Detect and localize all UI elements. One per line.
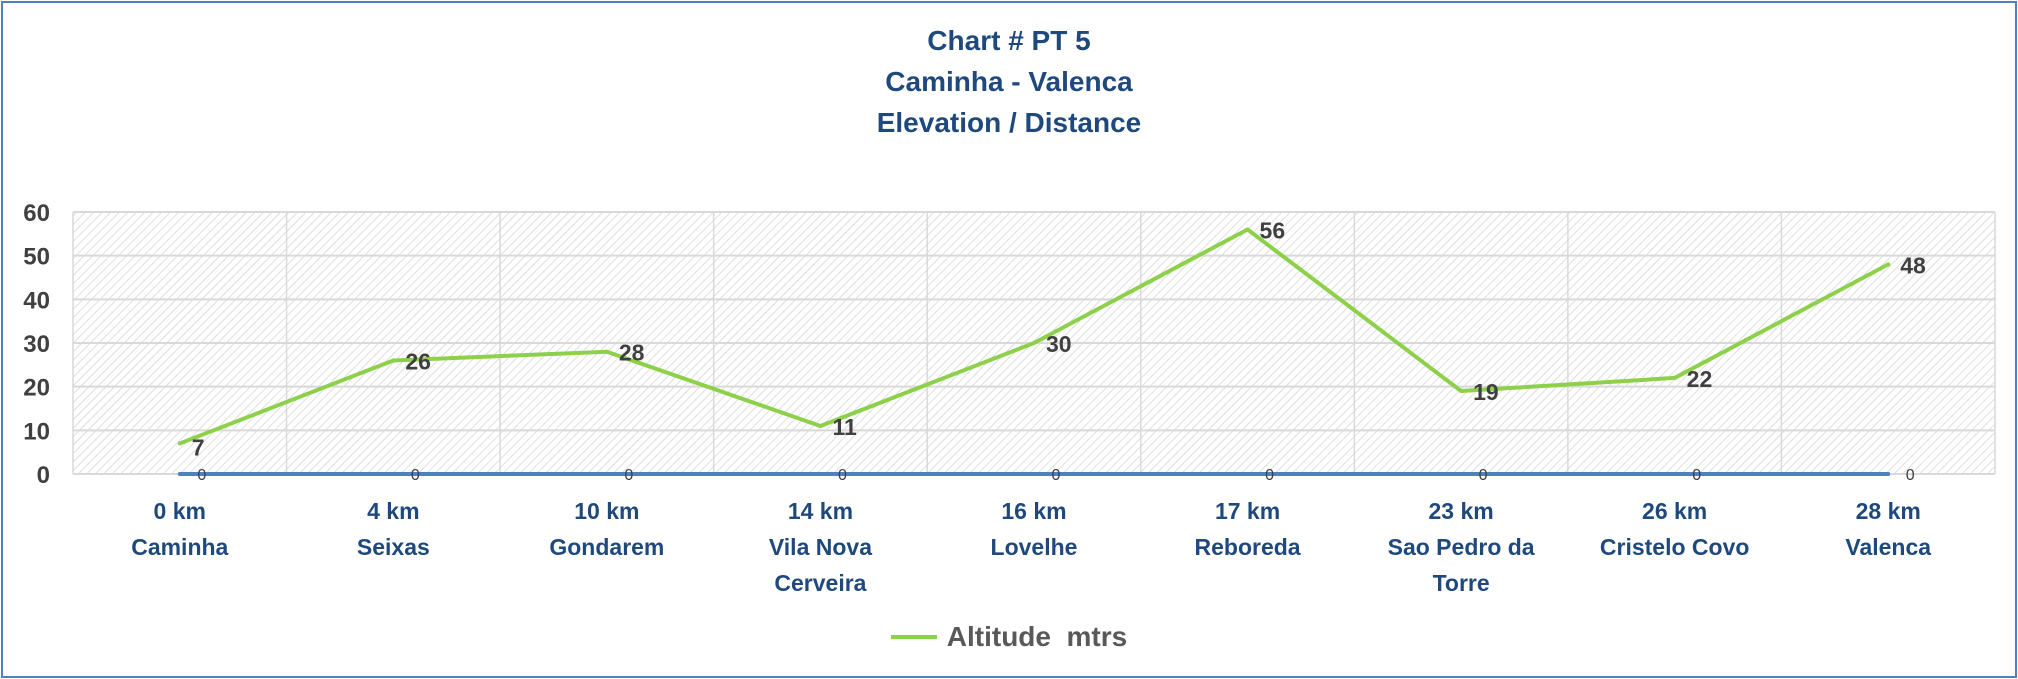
data-label-baseline: 0	[838, 467, 847, 484]
data-label: 7	[192, 434, 205, 460]
data-point	[177, 441, 182, 446]
x-tick-label: Gondarem	[549, 534, 664, 560]
data-label-baseline: 0	[1265, 467, 1274, 484]
data-point	[1459, 389, 1464, 394]
data-point	[391, 472, 396, 476]
title-line-1: Chart # PT 5	[927, 25, 1091, 56]
data-label: 19	[1473, 379, 1499, 405]
data-label-baseline: 0	[1692, 467, 1701, 484]
data-point	[1886, 262, 1891, 267]
legend: Altitude mtrs	[0, 620, 2018, 654]
data-point	[1459, 472, 1464, 476]
data-point	[604, 349, 609, 354]
x-tick-label: Caminha	[131, 534, 228, 560]
data-point	[1032, 472, 1036, 476]
x-tick-label: 23 km	[1429, 498, 1494, 524]
x-tick-label: 16 km	[1001, 498, 1066, 524]
x-tick-label: Vila Nova	[769, 534, 872, 560]
data-label: 30	[1046, 331, 1072, 357]
title-line-2: Caminha - Valenca	[885, 66, 1133, 97]
x-tick-label: Cristelo Covo	[1600, 534, 1750, 560]
y-tick-label: 20	[23, 375, 50, 402]
data-point	[1886, 472, 1891, 476]
data-label: 11	[832, 414, 857, 440]
data-label-baseline: 0	[197, 467, 206, 484]
legend-swatch-altitude	[890, 635, 937, 639]
data-label: 48	[1900, 252, 1926, 278]
x-tick-label: 0 km	[154, 498, 206, 524]
x-tick-label: Cerveira	[774, 570, 866, 596]
data-point	[818, 423, 823, 428]
x-tick-label: 28 km	[1856, 498, 1921, 524]
x-tick-label: 10 km	[574, 498, 639, 524]
x-tick-label: 17 km	[1215, 498, 1280, 524]
x-tick-label: 14 km	[788, 498, 853, 524]
data-point	[818, 472, 823, 476]
y-tick-label: 0	[37, 462, 50, 489]
data-label-baseline: 0	[624, 467, 633, 484]
x-tick-label: Seixas	[357, 534, 430, 560]
data-label: 56	[1260, 217, 1286, 243]
x-tick-label: Sao Pedro da	[1388, 534, 1535, 560]
data-label-baseline: 0	[411, 467, 420, 484]
data-label-baseline: 0	[1906, 467, 1915, 484]
data-point	[1245, 472, 1250, 476]
data-label: 22	[1687, 366, 1713, 392]
x-tick-label: 26 km	[1642, 498, 1707, 524]
data-point	[1672, 472, 1677, 476]
data-point	[1245, 227, 1250, 232]
y-tick-label: 40	[23, 287, 50, 314]
data-point	[604, 472, 609, 476]
x-tick-label: Reboreda	[1195, 534, 1301, 560]
data-label: 26	[405, 348, 431, 374]
data-point	[391, 358, 396, 363]
data-point	[1032, 341, 1036, 345]
data-point	[177, 472, 182, 476]
data-label: 28	[619, 340, 645, 366]
legend-label-altitude: Altitude mtrs	[946, 621, 1128, 652]
title-line-3: Elevation / Distance	[876, 107, 1142, 138]
x-tick-label: Valenca	[1845, 534, 1931, 560]
y-tick-label: 60	[23, 200, 50, 227]
x-tick-label: 4 km	[367, 498, 419, 524]
x-tick-label: Torre	[1433, 570, 1490, 596]
y-tick-label: 10	[23, 418, 50, 445]
y-tick-label: 50	[23, 244, 50, 271]
chart-title: Chart # PT 5 Caminha - Valenca Elevation…	[0, 20, 2018, 143]
data-label-baseline: 0	[1052, 467, 1061, 484]
y-tick-label: 30	[23, 331, 50, 358]
x-tick-label: Lovelhe	[991, 534, 1078, 560]
data-point	[1672, 375, 1677, 380]
data-label-baseline: 0	[1479, 467, 1488, 484]
